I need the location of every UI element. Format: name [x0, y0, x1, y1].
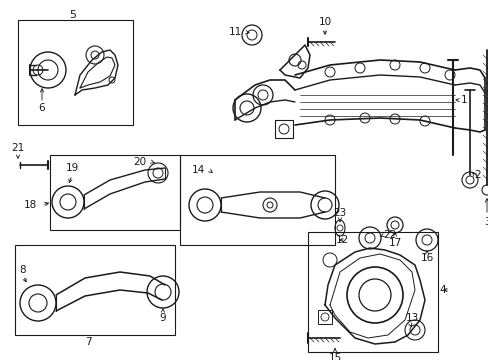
Bar [274, 120, 292, 138]
Text: 9: 9 [160, 313, 166, 323]
Text: 16: 16 [420, 253, 433, 263]
Bar [50, 155, 180, 230]
Text: 11: 11 [228, 27, 241, 37]
Text: 5: 5 [69, 10, 76, 20]
Text: 23: 23 [333, 208, 346, 218]
Text: 13: 13 [405, 313, 418, 323]
Text: 19: 19 [65, 163, 79, 173]
Text: 3: 3 [483, 217, 488, 227]
Text: 21: 21 [11, 143, 24, 153]
Text: 17: 17 [387, 238, 401, 248]
Bar [18, 20, 133, 125]
Text: 15: 15 [328, 353, 341, 360]
Text: 4: 4 [439, 285, 446, 295]
Bar [317, 310, 331, 324]
Text: 14: 14 [191, 165, 204, 175]
Text: 20: 20 [133, 157, 146, 167]
Bar [15, 245, 175, 335]
Text: 7: 7 [84, 337, 91, 347]
Text: 18: 18 [23, 200, 37, 210]
Bar [180, 155, 334, 245]
Text: 12: 12 [335, 235, 348, 245]
Text: 22: 22 [383, 230, 396, 240]
Text: 8: 8 [20, 265, 26, 275]
Text: 6: 6 [39, 103, 45, 113]
Text: 10: 10 [318, 17, 331, 27]
Bar [307, 232, 437, 352]
Text: 1: 1 [460, 95, 467, 105]
Text: 2: 2 [474, 170, 480, 180]
